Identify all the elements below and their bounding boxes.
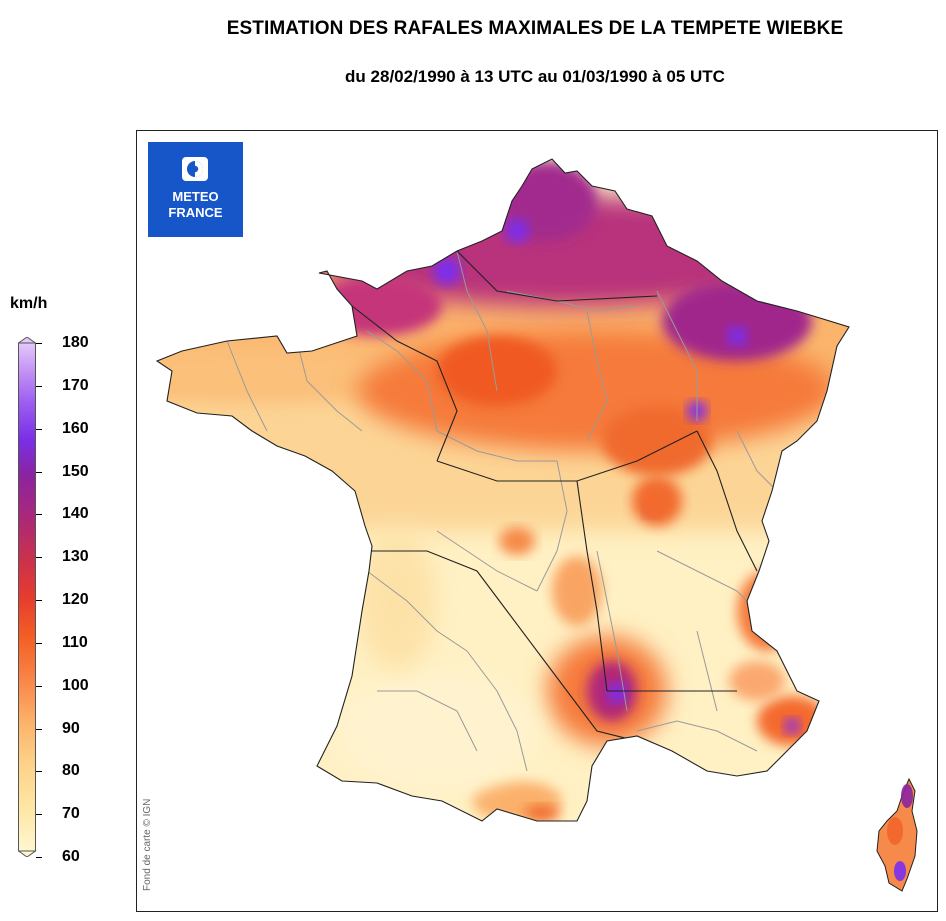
legend-tick-mark — [36, 814, 42, 816]
legend-tick-label: 160 — [62, 419, 89, 437]
legend-tick-mark — [36, 557, 42, 559]
legend-tick-label: 120 — [62, 591, 89, 608]
logo-line-2: FRANCE — [168, 205, 223, 220]
legend-tick-label: 130 — [62, 548, 89, 566]
legend-tick-mark — [36, 771, 42, 773]
legend-colorbar — [18, 337, 36, 857]
legend-tick-mark — [36, 514, 42, 516]
legend-tick-label: 110 — [62, 633, 88, 651]
legend-tick-label: 170 — [62, 376, 89, 394]
legend-tick-mark — [36, 343, 42, 344]
meteo-france-logo: METEO FRANCE — [148, 142, 243, 237]
france-wind-gust-map — [156, 158, 918, 892]
legend-unit: km/h — [10, 295, 48, 312]
legend-tick-label: 100 — [62, 676, 89, 694]
map-frame: METEO FRANCE — [136, 130, 938, 912]
map-credit: Fond de carte © IGN — [142, 798, 153, 891]
legend-tick-mark — [36, 642, 42, 644]
legend-tick-mark — [36, 685, 42, 687]
legend-tick-label: 60 — [62, 848, 80, 865]
legend-tick-label: 90 — [62, 719, 80, 737]
legend-tick-label: 150 — [62, 462, 89, 480]
legend-tick-label: 70 — [62, 805, 80, 823]
legend-tick-label: 180 — [62, 334, 89, 351]
legend-tick-mark — [36, 600, 42, 601]
legend-tick-mark — [36, 728, 42, 730]
meteo-france-logo-icon — [182, 157, 208, 181]
logo-line-1: METEO — [172, 189, 219, 204]
legend-tick-mark — [36, 428, 42, 430]
legend-tick-mark — [36, 857, 42, 858]
map-subtitle: du 28/02/1990 à 13 UTC au 01/03/1990 à 0… — [345, 67, 725, 86]
map-title: ESTIMATION DES RAFALES MAXIMALES DE LA T… — [226, 18, 844, 39]
legend-tick-label: 140 — [62, 505, 89, 523]
legend-tick-mark — [36, 385, 42, 387]
legend-tick-label: 80 — [62, 762, 80, 780]
legend-tick-mark — [36, 471, 42, 473]
